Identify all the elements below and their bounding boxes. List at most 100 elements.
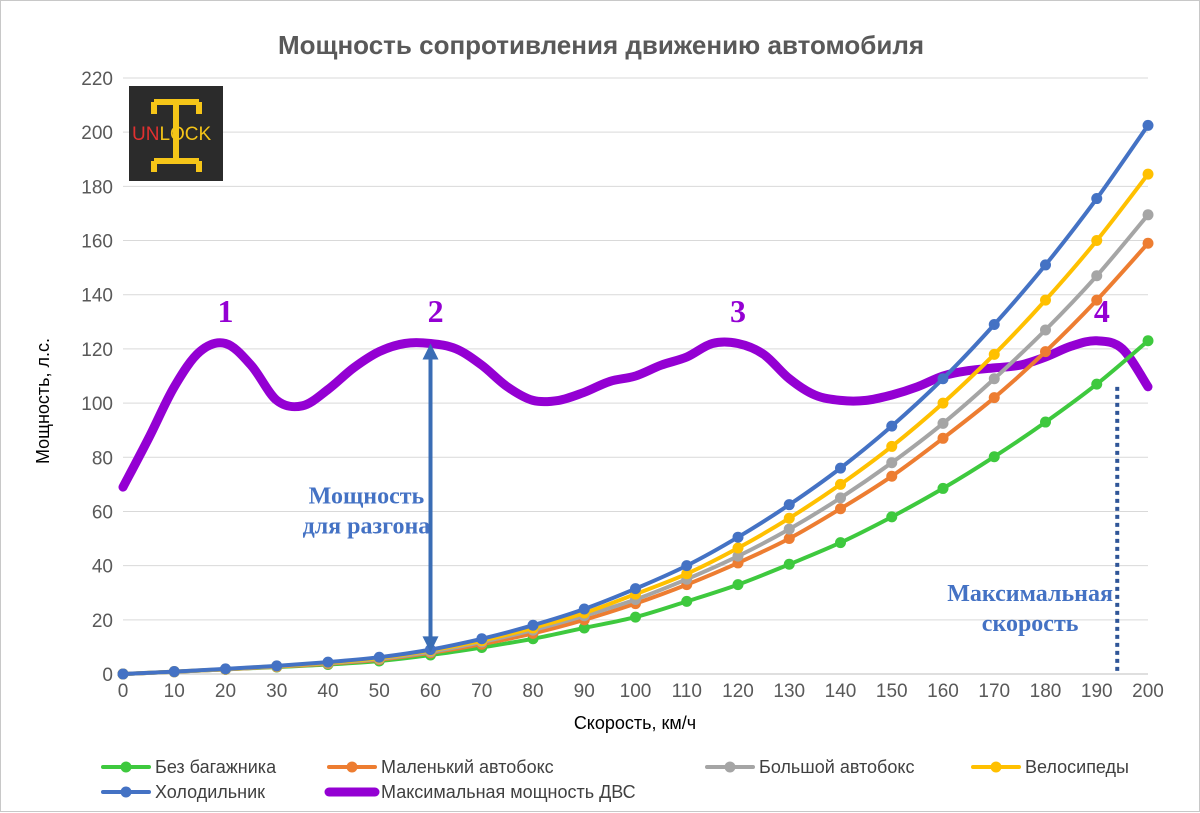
- max-speed-label: скорость: [982, 611, 1079, 637]
- x-tick-label: 70: [471, 681, 492, 702]
- accel-label: Мощность: [309, 483, 425, 509]
- data-point: [988, 392, 1000, 404]
- data-point: [937, 432, 949, 444]
- series-line: [118, 336, 1153, 492]
- x-tick-label: 140: [825, 681, 857, 702]
- y-tick-label: 200: [81, 123, 113, 144]
- x-tick-label: 80: [522, 681, 543, 702]
- legend-label: Велосипеды: [1025, 757, 1129, 777]
- legend-marker: [346, 761, 358, 773]
- peak-label: 4: [1094, 293, 1110, 329]
- legend-marker: [724, 761, 736, 773]
- data-point: [732, 579, 744, 591]
- legend-label: Маленький автобокс: [381, 757, 554, 777]
- data-point: [835, 537, 846, 549]
- data-point: [835, 492, 846, 504]
- data-point: [168, 666, 180, 678]
- data-point: [1091, 235, 1103, 247]
- x-tick-label: 170: [978, 681, 1010, 702]
- x-tick-label: 50: [369, 681, 390, 702]
- legend-label: Максимальная мощность ДВС: [381, 782, 636, 802]
- y-tick-label: 180: [81, 177, 113, 198]
- legend: Без багажника Маленький автобокс Большой а…: [101, 757, 1129, 802]
- data-point: [578, 603, 590, 615]
- legend-item: Большой автобокс: [705, 757, 914, 777]
- x-tick-label: 180: [1030, 681, 1062, 702]
- data-point: [835, 462, 846, 474]
- y-tick-label: 220: [81, 69, 113, 90]
- x-tick-label: 30: [266, 681, 287, 702]
- data-point: [1142, 209, 1154, 221]
- data-point: [988, 451, 1000, 463]
- legend-label: Холодильник: [155, 782, 265, 802]
- data-point: [527, 619, 539, 631]
- data-point: [886, 420, 898, 432]
- x-tick-label: 60: [420, 681, 441, 702]
- logo-text-un: UN: [132, 124, 159, 145]
- data-point: [681, 595, 693, 607]
- data-point: [988, 373, 1000, 385]
- data-point: [373, 651, 385, 663]
- data-point: [886, 511, 898, 523]
- data-point: [1091, 378, 1103, 390]
- x-tick-label: 190: [1081, 681, 1113, 702]
- x-tick-label: 110: [672, 681, 702, 702]
- data-point: [1142, 335, 1154, 347]
- y-tick-label: 100: [81, 394, 113, 415]
- data-point: [783, 523, 795, 535]
- data-point: [681, 560, 693, 572]
- series-6: [118, 336, 1153, 492]
- y-tick-label: 20: [92, 611, 113, 632]
- accel-arrow-head-up: [422, 343, 439, 360]
- x-tick-label: 40: [317, 681, 338, 702]
- max-speed-label: Максимальная: [947, 581, 1113, 607]
- annotations: 1 2 3 4 Мощность для разгона Максимальная скоро…: [218, 293, 1120, 674]
- y-tick-label: 80: [92, 448, 113, 469]
- data-point: [886, 440, 898, 452]
- x-axis-label: Скорость, км/ч: [574, 713, 696, 733]
- data-point: [1091, 270, 1103, 282]
- data-point: [988, 319, 1000, 331]
- data-point: [322, 656, 334, 668]
- data-point: [835, 503, 846, 515]
- data-point: [937, 373, 949, 385]
- data-point: [630, 583, 641, 595]
- x-tick-label: 0: [118, 681, 129, 702]
- x-tick-label: 20: [215, 681, 236, 702]
- x-tick-label: 90: [574, 681, 595, 702]
- x-tick-label: 130: [773, 681, 805, 702]
- data-point: [271, 660, 283, 672]
- peak-label: 1: [218, 293, 234, 329]
- accel-arrow-head-down: [422, 636, 439, 653]
- y-tick-label: 60: [92, 502, 113, 523]
- y-tick-label: 40: [92, 557, 113, 578]
- data-point: [1040, 416, 1051, 428]
- data-point: [937, 397, 949, 409]
- data-point: [1091, 193, 1103, 205]
- data-point: [783, 512, 795, 524]
- x-tick-label: 160: [927, 681, 959, 702]
- data-point: [1091, 294, 1103, 306]
- data-point: [835, 478, 846, 490]
- y-tick-label: 160: [81, 232, 113, 253]
- legend-item: Велосипеды: [971, 757, 1129, 777]
- logo-gear-pattern-icon: [151, 99, 202, 172]
- y-axis-label: Мощность, л.с.: [33, 338, 53, 464]
- x-tick-label: 100: [620, 681, 652, 702]
- x-tick-label: 200: [1132, 681, 1164, 702]
- data-point: [476, 633, 488, 645]
- legend-item: Без багажника: [101, 757, 277, 777]
- data-point: [937, 417, 949, 429]
- data-point: [1142, 168, 1154, 180]
- data-point: [783, 499, 795, 511]
- legend-marker: [120, 786, 132, 798]
- y-tick-label: 0: [102, 665, 113, 686]
- x-tick-label: 150: [876, 681, 908, 702]
- accel-label: для разгона: [303, 513, 431, 539]
- data-point: [886, 470, 898, 482]
- data-point: [1142, 237, 1154, 249]
- unlock-logo: UNLOCK: [129, 86, 223, 181]
- logo-text-lock: LOCK: [159, 124, 211, 145]
